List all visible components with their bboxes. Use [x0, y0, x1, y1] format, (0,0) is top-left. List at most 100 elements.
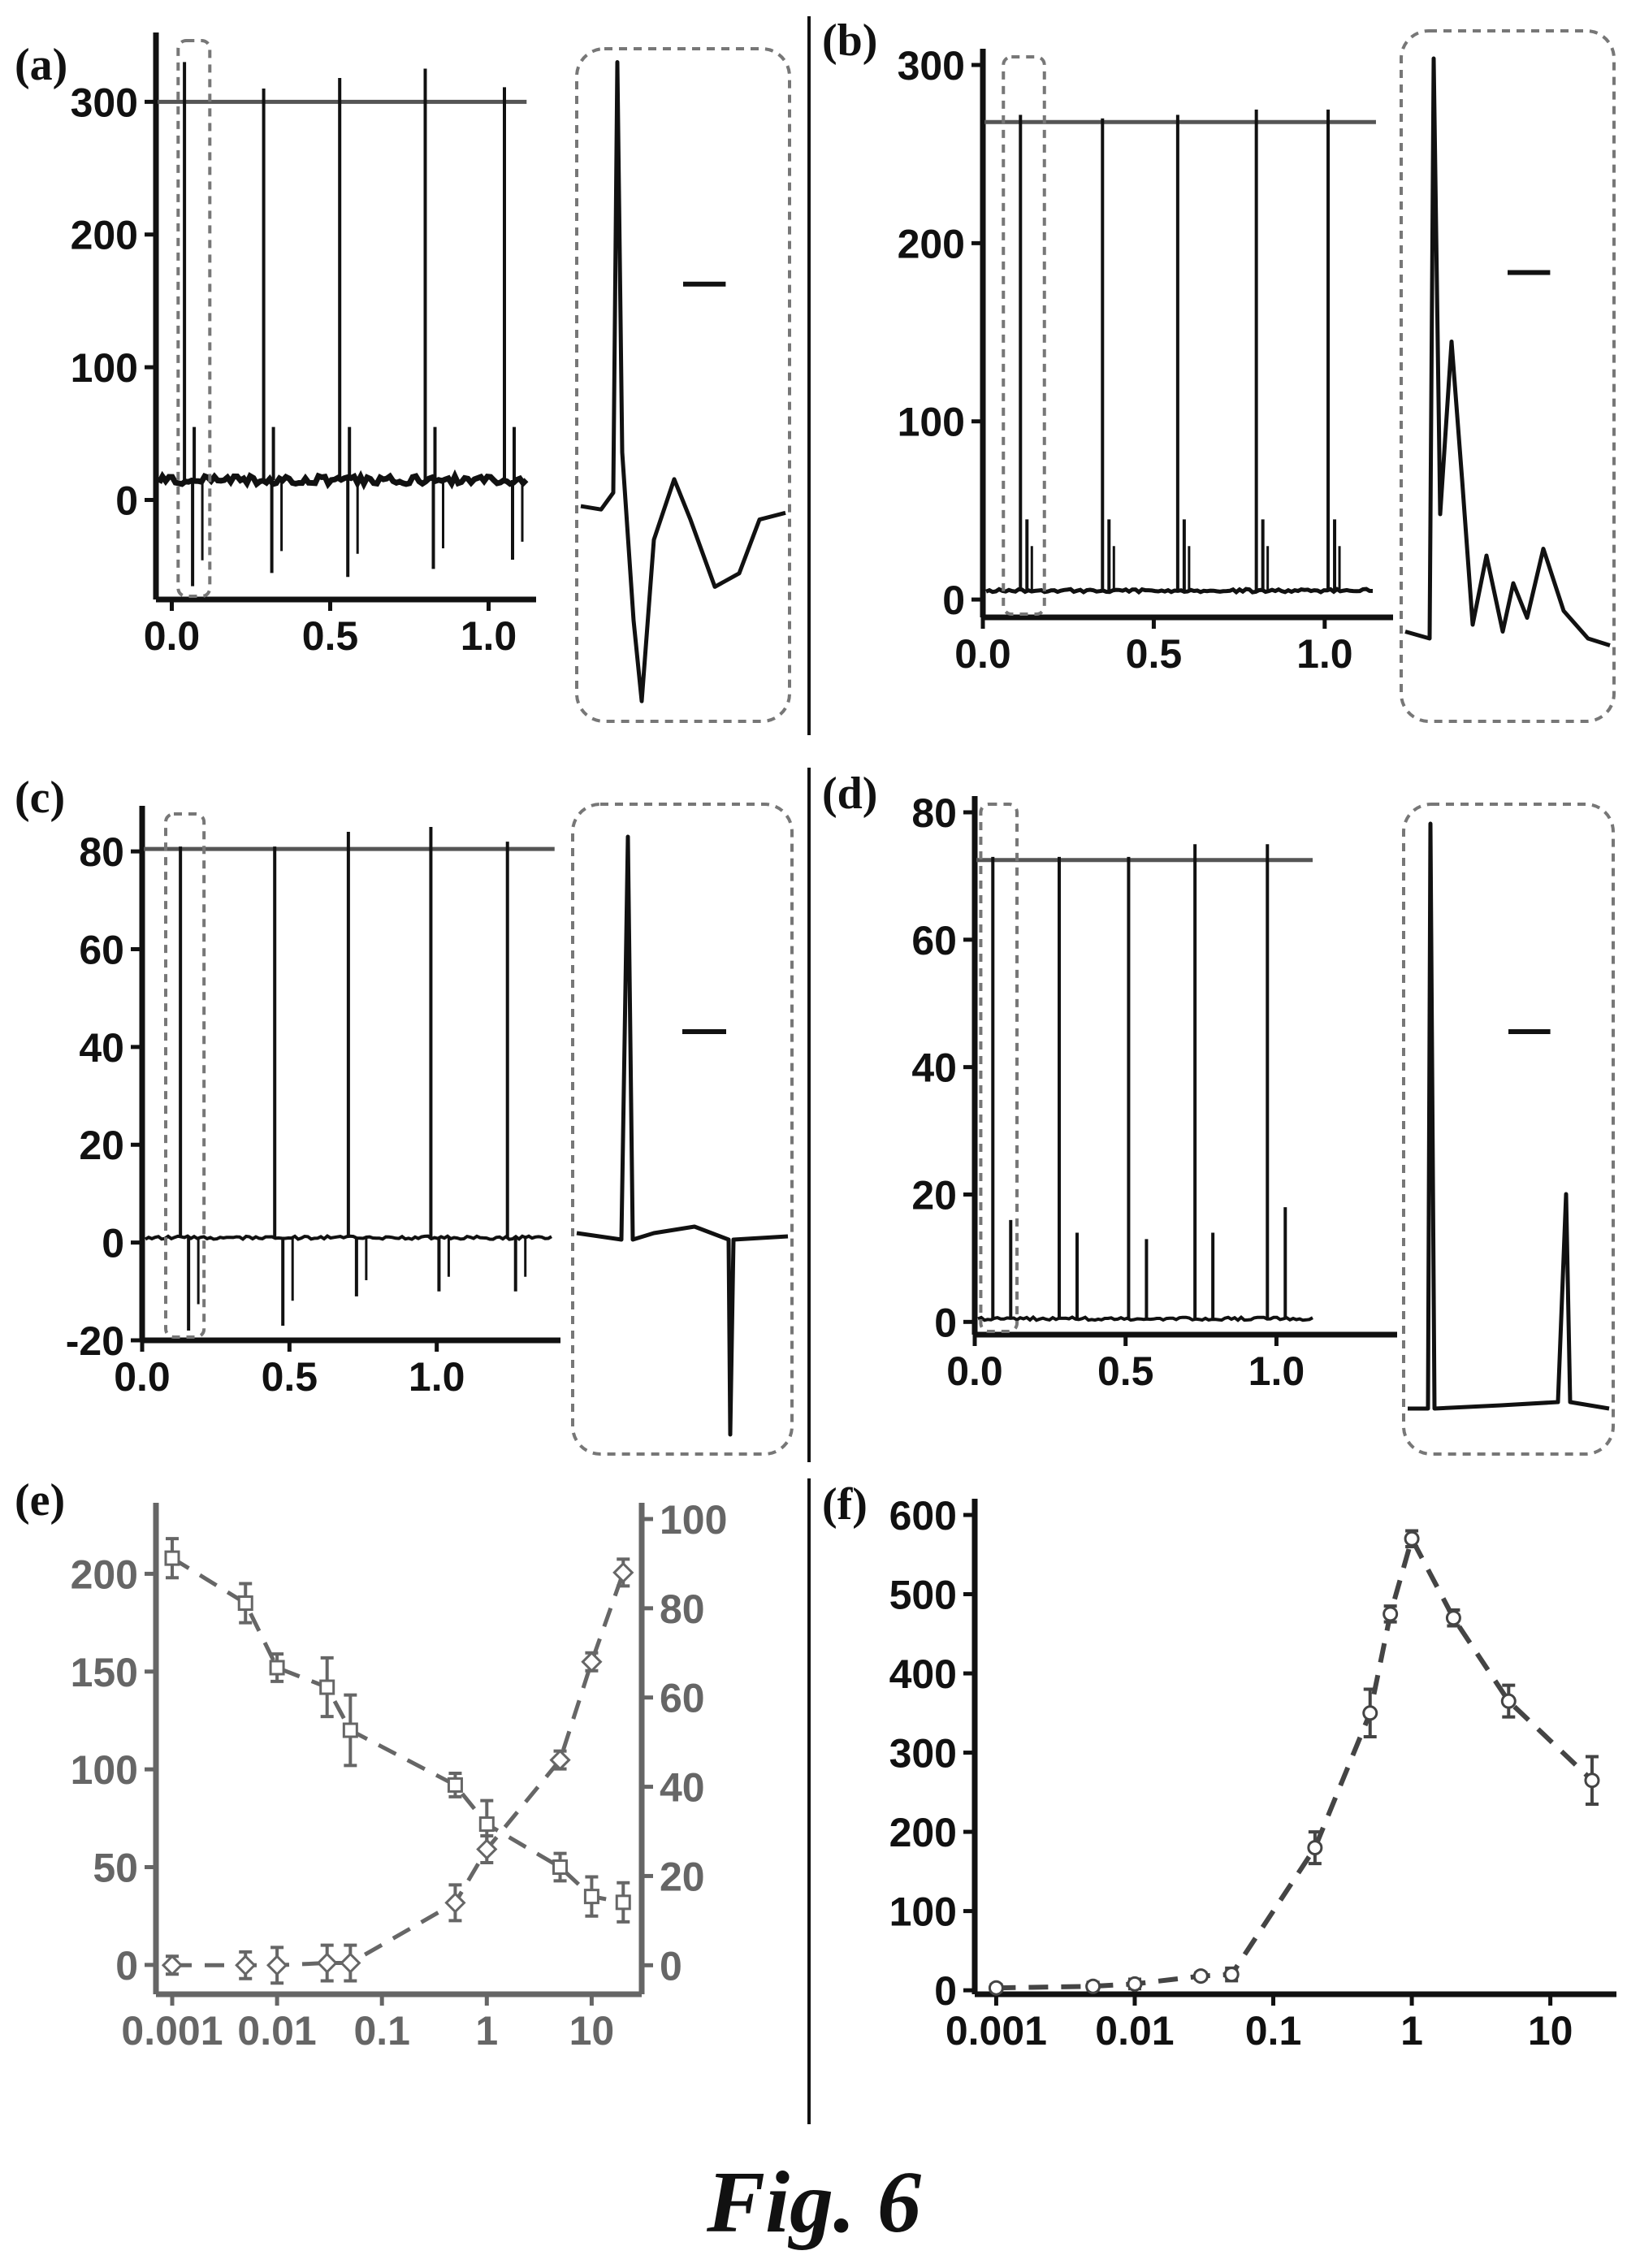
x-tick-label: 0.0 [954, 631, 1011, 677]
data-point-diamond [476, 1838, 498, 1860]
data-point-circle [1362, 1705, 1378, 1721]
inset-waveform [580, 60, 786, 703]
y-tick-label: 80 [911, 790, 957, 836]
data-point-square [447, 1777, 463, 1793]
zoom-inset-frame [1400, 29, 1616, 723]
x-tick-label: 0.1 [1245, 2008, 1302, 2054]
data-point-square [615, 1894, 631, 1911]
x-tick-label: 0.001 [945, 2008, 1047, 2054]
x-tick-label: 0.0 [114, 1354, 171, 1400]
y-tick-label: 600 [889, 1493, 957, 1539]
x-tick-label: 1.0 [461, 613, 517, 659]
y2-tick-label: 80 [660, 1586, 705, 1632]
y-tick-label: 60 [79, 927, 124, 972]
y-tick-label: 0 [115, 1943, 138, 1989]
panel-label: (d) [822, 768, 877, 819]
panel-label: (e) [15, 1475, 65, 1526]
data-point-diamond [266, 1954, 288, 1976]
data-point-circle [1223, 1967, 1240, 1983]
baseline-trace [985, 586, 1374, 595]
zoom-inset-frame [1402, 803, 1615, 1456]
data-point-square [583, 1889, 599, 1905]
y-tick-label: 40 [911, 1045, 957, 1091]
data-point-square [164, 1550, 180, 1566]
x-tick-label: 1.0 [1248, 1348, 1305, 1394]
data-point-diamond [581, 1651, 603, 1673]
series-line [172, 1572, 625, 1967]
y-tick-label: 300 [898, 43, 965, 89]
y-tick-label: 500 [889, 1573, 957, 1618]
data-point-circle [1192, 1968, 1209, 1984]
y2-tick-label: 40 [660, 1765, 705, 1811]
baseline-trace [156, 469, 529, 491]
data-point-diamond [316, 1952, 338, 1974]
y-tick-label: 100 [889, 1889, 957, 1935]
data-point-square [478, 1816, 495, 1833]
y-tick-label: 400 [889, 1651, 957, 1697]
panel-a: 0 100 200 300 0.0 0.5 1.0 (a) [15, 32, 791, 723]
y-tick-label: 100 [71, 345, 138, 391]
data-point-diamond [235, 1954, 257, 1976]
data-point-circle [1383, 1606, 1399, 1622]
figure-caption: Fig. 6 [707, 2154, 922, 2251]
y-tick-label: 200 [71, 213, 138, 258]
data-point-diamond [612, 1561, 634, 1584]
data-point-diamond [161, 1954, 184, 1976]
series-line [996, 1532, 1595, 1991]
inset-waveform [576, 834, 789, 1437]
data-point-diamond [444, 1892, 466, 1914]
x-tick-label: 1.0 [409, 1354, 465, 1400]
series-line [171, 1556, 624, 1905]
y-tick-label: 0 [934, 1300, 957, 1345]
y-tick-label: 200 [71, 1552, 138, 1597]
y-tick-label: 20 [79, 1123, 124, 1168]
baseline-trace [977, 1314, 1313, 1322]
y-tick-label: 300 [71, 80, 138, 125]
y-tick-label: 150 [71, 1650, 138, 1695]
x-tick-label: 1 [1400, 2008, 1423, 2054]
panel-label: (a) [15, 40, 67, 90]
x-tick-label: 10 [1528, 2008, 1573, 2054]
data-point-diamond [549, 1749, 571, 1771]
y-tick-label: 100 [898, 400, 965, 445]
y-tick-label: 60 [911, 918, 957, 963]
zoom-inset-frame [575, 47, 791, 723]
y-tick-label: 200 [889, 1810, 957, 1855]
zoom-window [176, 39, 212, 598]
x-tick-label: 0.001 [121, 2008, 223, 2054]
x-tick-label: 1.0 [1296, 631, 1353, 677]
y-tick-label: 20 [911, 1172, 957, 1218]
panel-d: 0 20 40 60 80 0.0 0.5 1.0 (d) [822, 768, 1615, 1456]
panel-label: (f) [822, 1479, 868, 1530]
y-tick-label: 200 [898, 221, 965, 266]
data-point-circle [1085, 1978, 1101, 1994]
data-point-square [269, 1660, 285, 1676]
data-point-circle [1127, 1976, 1143, 1992]
data-point-circle [1500, 1693, 1517, 1709]
data-point-square [342, 1722, 358, 1738]
y2-tick-label: 0 [660, 1943, 682, 1989]
data-point-circle [1307, 1840, 1323, 1856]
panel-f: 0 100 200 300 400 500 600 0.001 0.01 0.1 1 10 (f) [822, 1479, 1616, 2054]
data-point-square [319, 1679, 335, 1695]
panel-c: -20 0 20 40 60 80 0.0 0.5 1.0 (c) [15, 773, 794, 1456]
data-point-circle [1404, 1530, 1420, 1547]
y-tick-label: 50 [93, 1846, 138, 1891]
x-tick-label: 0.5 [302, 613, 359, 659]
x-tick-label: 0.5 [1126, 631, 1183, 677]
data-point-circle [1584, 1772, 1600, 1789]
y-tick-label: 40 [79, 1025, 124, 1071]
data-point-square [552, 1859, 569, 1876]
y2-tick-label: 60 [660, 1676, 705, 1721]
y2-tick-label: 100 [660, 1497, 727, 1543]
data-point-circle [1445, 1610, 1461, 1626]
y-tick-label: 80 [79, 829, 124, 875]
panel-label: (c) [15, 773, 65, 823]
data-point-circle [988, 1980, 1004, 1996]
y-tick-label: 0 [934, 1968, 957, 2014]
y-tick-label: 0 [115, 478, 138, 523]
y-tick-label: 100 [71, 1747, 138, 1793]
y2-tick-label: 20 [660, 1854, 705, 1899]
